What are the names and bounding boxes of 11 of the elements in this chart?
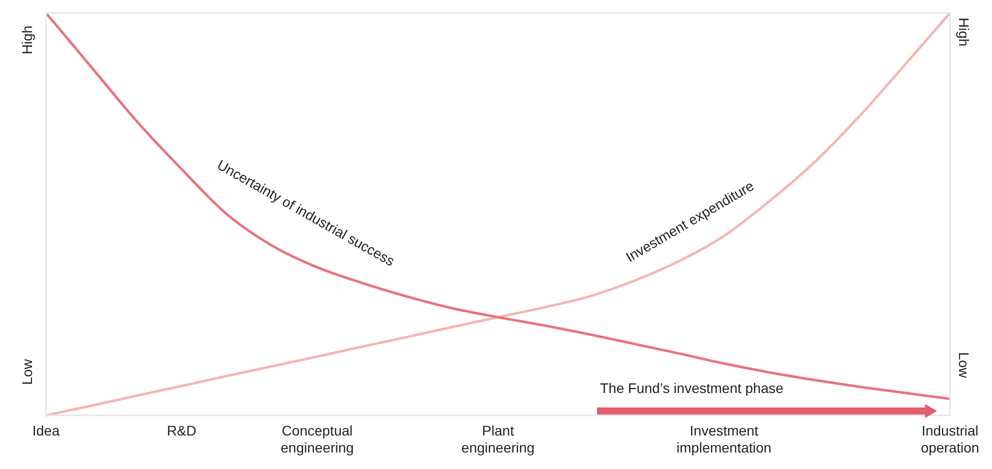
text: High — [956, 18, 972, 46]
text: Low — [956, 352, 972, 379]
x-tick-label: Conceptual engineering — [280, 422, 354, 456]
x-tick-label: Investment implementation — [676, 422, 772, 456]
x-tick-label: Plant engineering — [461, 422, 535, 456]
text: Low — [18, 358, 35, 385]
x-tick-label: Idea — [32, 422, 60, 439]
x-tick-label: R&D — [166, 422, 196, 439]
annotation: The Fund’s investment phase — [600, 380, 784, 396]
x-tick-label: Industrial operation — [920, 422, 980, 456]
text: High — [18, 26, 35, 54]
